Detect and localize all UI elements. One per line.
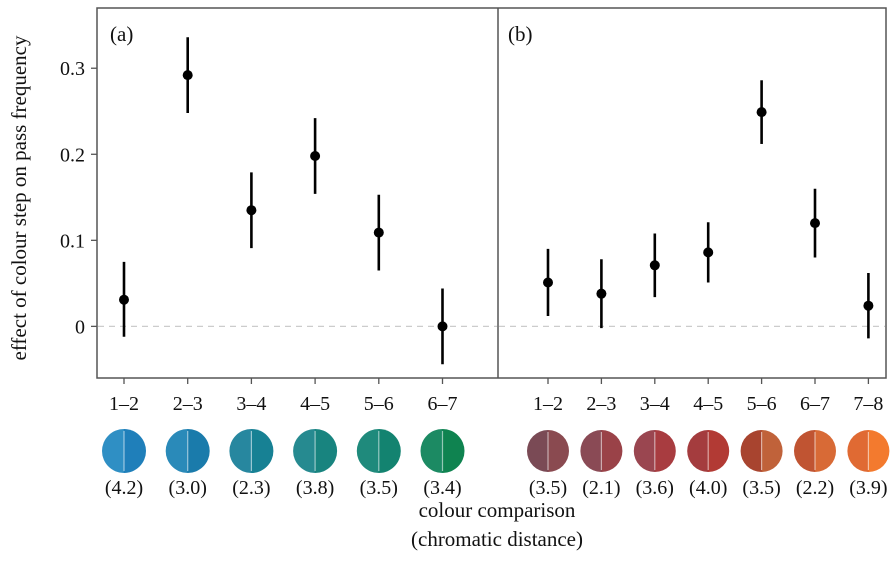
data-point — [543, 277, 553, 288]
x-tick-label: 7–8 — [853, 393, 883, 415]
chromatic-distance-label: (2.1) — [582, 477, 620, 499]
data-point — [863, 300, 874, 311]
x-tick-label: 4–5 — [300, 393, 330, 415]
plot-frame — [96, 7, 887, 379]
chromatic-distance-label: (3.5) — [742, 477, 780, 499]
x-tick-label: 5–6 — [747, 393, 777, 415]
data-point — [119, 294, 129, 305]
data-point — [756, 107, 767, 118]
chromatic-distance-label: (3.0) — [169, 477, 207, 499]
chromatic-distance-label: (3.6) — [636, 477, 674, 499]
x-axis-title: colour comparison — [419, 498, 576, 522]
chromatic-distance-label: (3.5) — [529, 477, 567, 499]
data-point — [310, 151, 321, 161]
y-axis-title: effect of colour step on pass frequency — [7, 35, 31, 360]
data-point — [596, 288, 607, 299]
x-tick-label: 6–7 — [800, 393, 830, 415]
x-tick-label: 5–6 — [364, 393, 394, 415]
x-tick-label: 2–3 — [173, 393, 203, 415]
chromatic-distance-label: (3.8) — [296, 477, 334, 499]
data-point — [703, 247, 714, 258]
x-tick-label: 1–2 — [533, 393, 563, 415]
data-point — [810, 218, 820, 229]
plot-area: (a) (b) — [96, 7, 887, 379]
y-tick-label: 0.1 — [60, 230, 85, 252]
chromatic-distance-label: (4.2) — [105, 477, 143, 499]
x-tick-label: 3–4 — [236, 393, 266, 415]
data-point — [182, 70, 193, 81]
x-tick-label: 1–2 — [109, 393, 139, 415]
data-point — [649, 260, 660, 271]
colour-swatches — [102, 429, 890, 473]
data-point — [373, 227, 384, 238]
chromatic-distance-label: (2.3) — [232, 477, 270, 499]
panel-label-a: (a) — [110, 22, 133, 46]
panel-label-b: (b) — [508, 22, 533, 46]
y-tick-label: 0.3 — [60, 58, 85, 80]
x-axis: 1–2 2–3 3–4 4–5 5–6 6–7 1–2 2–3 3–4 4–5 5–6 6–7 7–8 — [109, 378, 883, 415]
x-axis-subtitle: (chromatic distance) — [411, 527, 583, 551]
data-point — [437, 321, 448, 332]
x-tick-label: 6–7 — [428, 393, 458, 415]
chromatic-distance-label: (4.0) — [689, 477, 727, 499]
chromatic-distance-label: (3.5) — [360, 477, 398, 499]
x-tick-label: 4–5 — [693, 393, 723, 415]
data-point — [246, 205, 257, 216]
y-tick-label: 0 — [75, 316, 85, 338]
y-tick-label: 0.2 — [60, 144, 85, 166]
chromatic-distance-label: (3.4) — [423, 477, 461, 499]
x-tick-label: 3–4 — [640, 393, 670, 415]
y-axis: 0 0.1 0.2 0.3 — [60, 58, 97, 338]
chromatic-distance-label: (3.9) — [849, 477, 887, 499]
x-tick-label: 2–3 — [586, 393, 616, 415]
chromatic-distance-label: (2.2) — [796, 477, 834, 499]
chromatic-distance-labels: (4.2) (3.0) (2.3) (3.8) (3.5) (3.4) (3.5) (2.1)… — [105, 477, 888, 499]
